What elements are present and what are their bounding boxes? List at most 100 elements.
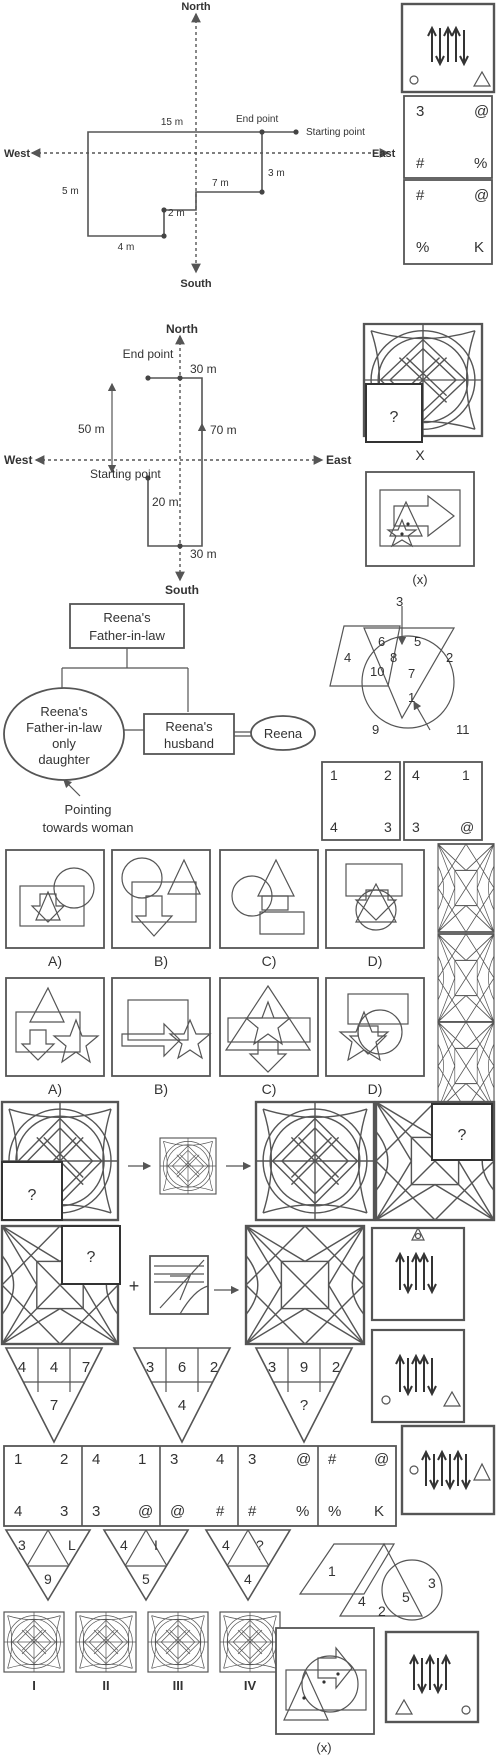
svg-text:?: ? [300,1397,308,1414]
svg-text:2: 2 [446,650,453,665]
option-b2[interactable] [111,977,212,1077]
svg-text:9: 9 [44,1571,52,1587]
option-iii[interactable] [147,1611,209,1673]
label-50m: 50 m [78,422,105,436]
option-b1[interactable] [111,849,211,949]
husband-line2: husband [164,736,214,751]
svg-text:2: 2 [378,1603,386,1619]
svg-text:3: 3 [416,103,424,120]
strip-cell-1-2: 3 [92,1503,100,1520]
label-d1: D) [368,953,383,969]
number-triangles: 4 4 7 7 3 6 2 4 3 9 2 ? [4,1347,354,1444]
label-15m: 15 m [161,117,183,128]
svg-text:3: 3 [18,1537,26,1553]
svg-text:4: 4 [412,767,420,783]
strip-cell-4-3: K [374,1503,384,1520]
strip-cell-4-1: @ [374,1451,389,1468]
svg-text:10: 10 [370,664,384,679]
qmark-1: ? [28,1187,37,1204]
svg-text:5: 5 [402,1589,410,1605]
father-in-law-line2: Father-in-law [89,628,165,643]
strip-cell-3-3: % [296,1503,309,1520]
label-5m: 5 m [62,186,79,197]
east-label: East [372,148,396,160]
svg-text:4: 4 [50,1359,58,1376]
options-row-1: A) B) C) D) [5,849,425,969]
option-iv[interactable] [219,1611,281,1673]
label-7m: 7 m [212,178,229,189]
folded-triangles [437,843,495,1111]
starburst-sequence: ? + [0,1224,466,1424]
svg-text:1: 1 [462,767,470,783]
qmark-2: ? [458,1127,467,1144]
svg-text:8: 8 [390,650,397,665]
label-c2: C) [262,1081,277,1097]
option-c1[interactable] [219,849,319,949]
label-30m-a: 30 m [190,362,217,376]
strip-cell-0-3: 3 [60,1503,68,1520]
svg-text:6: 6 [178,1359,186,1376]
north-label-2: North [166,322,198,336]
svg-text:4: 4 [178,1397,186,1414]
svg-text:3: 3 [146,1359,154,1376]
symbol-card-2: 3 @ # % [403,95,493,179]
svg-text:I: I [154,1537,158,1553]
symbol-strip: 1 2 4 3 4 1 3 @3 4 @ #3 @ # % # @% K [3,1424,496,1527]
svg-text:4: 4 [330,819,338,835]
label-starting-point-2: Starting point [90,467,161,481]
svg-text:4: 4 [222,1537,230,1553]
direction-diagram-1: North South West East 15 m End point Sta… [4,1,396,290]
option-d1[interactable] [325,849,425,949]
label-b1: B) [154,953,168,969]
daughter-line1: Reena's [40,704,88,719]
svg-text:3: 3 [396,594,403,609]
ornament-sequence: ? ? [0,1100,496,1222]
svg-text:?: ? [256,1537,264,1553]
svg-text:2: 2 [384,767,392,783]
svg-text:%: % [416,239,429,256]
svg-text:7: 7 [50,1397,58,1414]
svg-text:5: 5 [414,634,421,649]
option-ii[interactable] [75,1611,137,1673]
bottom-figure-x: (x) [275,1627,480,1755]
west-label-2: West [4,453,32,467]
label-a2: A) [48,1081,62,1097]
option-c2[interactable] [219,977,319,1077]
svg-text:@: @ [474,103,489,120]
option-a1[interactable] [5,849,105,949]
svg-text:11: 11 [456,722,470,737]
strip-cell-1-0: 4 [92,1451,100,1468]
option-a2[interactable] [5,977,105,1077]
options-row-2: A) B) C) D) [5,977,425,1097]
svg-text:4: 4 [18,1359,26,1376]
strip-cell-2-1: 4 [216,1451,224,1468]
strip-cell-4-2: % [328,1503,341,1520]
label-end-point-2a: End point [123,347,174,361]
small-triangles: 3 L 9 4 I 5 4 ? 4 [4,1529,292,1602]
strip-cell-0-1: 2 [60,1451,68,1468]
south-label-2: South [165,583,199,597]
option-d2[interactable] [325,977,425,1077]
svg-text:5: 5 [142,1571,150,1587]
svg-text:3: 3 [268,1359,276,1376]
svg-text:#: # [416,187,425,204]
label-3m: 3 m [268,168,285,179]
label-30m-b: 30 m [190,547,217,561]
label-c1: C) [262,953,277,969]
strip-cell-3-0: 3 [248,1451,256,1468]
husband-line1: Reena's [165,719,213,734]
strip-cell-2-3: # [216,1503,225,1520]
label-a1: A) [48,953,62,969]
option-i[interactable] [3,1611,65,1673]
label-roman-iii: III [173,1678,184,1693]
reena-node: Reena [264,726,303,741]
daughter-line3: only [52,736,76,751]
svg-text:L: L [68,1537,76,1553]
arrow-card-wide [400,1424,496,1516]
qmark-3: ? [87,1249,96,1266]
strip-cell-4-0: # [328,1451,337,1468]
svg-text:K: K [474,239,484,256]
pointing-label-2: towards woman [42,820,133,835]
plus-operator: + [129,1276,140,1296]
